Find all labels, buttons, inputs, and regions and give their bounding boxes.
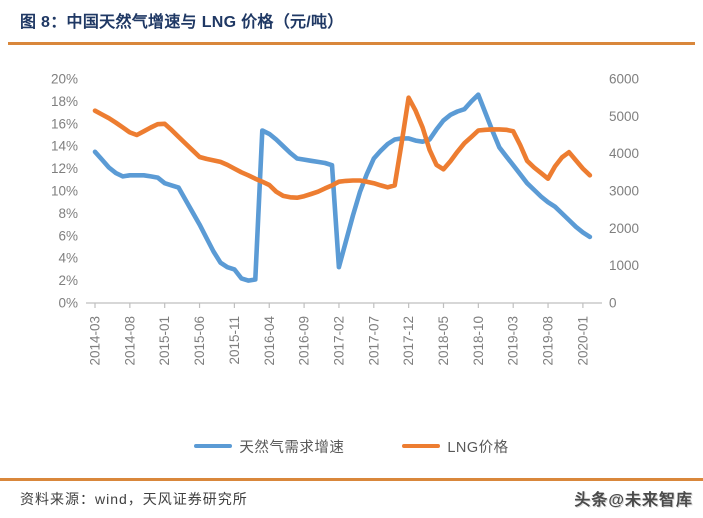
left-axis-tick-label: 8% — [58, 206, 78, 221]
left-axis-tick-label: 2% — [58, 273, 78, 288]
legend-item-lng-price: LNG价格 — [402, 436, 508, 457]
right-axis-tick-label: 5000 — [609, 109, 639, 124]
left-axis-tick-label: 4% — [58, 251, 78, 266]
left-axis-tick-label: 10% — [51, 184, 78, 199]
x-tick-label: 2020-01 — [575, 316, 590, 366]
title-underline — [8, 42, 695, 45]
right-axis-tick-label: 0 — [609, 296, 617, 311]
left-axis-tick-label: 6% — [58, 228, 78, 243]
watermark: 头条@未来智库 — [574, 492, 693, 509]
source-note: 资料来源：wind，天风证券研究所 — [20, 491, 248, 507]
left-axis-tick-label: 12% — [51, 161, 78, 176]
left-axis-tick-label: 20% — [51, 72, 78, 87]
legend-swatch-blue-line — [194, 443, 233, 449]
right-axis-tick-label: 4000 — [609, 146, 639, 161]
chart-legend: 天然气需求增速 LNG价格 — [0, 433, 703, 459]
x-tick-label: 2018-10 — [471, 316, 486, 366]
legend-item-gas-demand: 天然气需求增速 — [194, 436, 344, 457]
right-axis-tick-label: 3000 — [609, 184, 639, 199]
left-axis-tick-label: 16% — [51, 116, 78, 131]
x-tick-label: 2017-07 — [366, 316, 381, 366]
x-tick-label: 2015-11 — [227, 316, 242, 365]
series-line-lng-price — [92, 95, 593, 200]
x-tick-label: 2018-05 — [436, 316, 451, 366]
legend-label: LNG价格 — [447, 439, 509, 456]
x-tick-label: 2019-03 — [506, 316, 521, 366]
x-tick-label: 2015-01 — [157, 316, 172, 366]
x-tick-label: 2017-02 — [331, 316, 346, 366]
x-tick-label: 2014-08 — [122, 316, 137, 366]
left-axis-tick-label: 0% — [58, 296, 78, 311]
right-axis-tick-label: 2000 — [609, 221, 639, 236]
footer-divider — [0, 478, 703, 481]
x-tick-label: 2016-04 — [262, 316, 277, 366]
left-axis-tick-label: 18% — [51, 94, 78, 109]
legend-swatch-orange-line — [402, 443, 441, 449]
figure-title: 图 8：中国天然气增速与 LNG 价格（元/吨） — [20, 14, 344, 31]
left-axis-tick-label: 14% — [51, 139, 78, 154]
x-tick-label: 2016-09 — [297, 316, 312, 366]
legend-label: 天然气需求增速 — [239, 439, 345, 456]
x-tick-label: 2015-06 — [192, 316, 207, 366]
x-tick-label: 2019-08 — [541, 316, 556, 366]
right-axis-tick-label: 1000 — [609, 258, 639, 273]
x-tick-label: 2017-12 — [401, 316, 416, 366]
right-axis-tick-label: 6000 — [609, 72, 639, 87]
series-line-gas-demand-growth — [92, 92, 593, 283]
x-tick-label: 2014-03 — [88, 316, 103, 366]
